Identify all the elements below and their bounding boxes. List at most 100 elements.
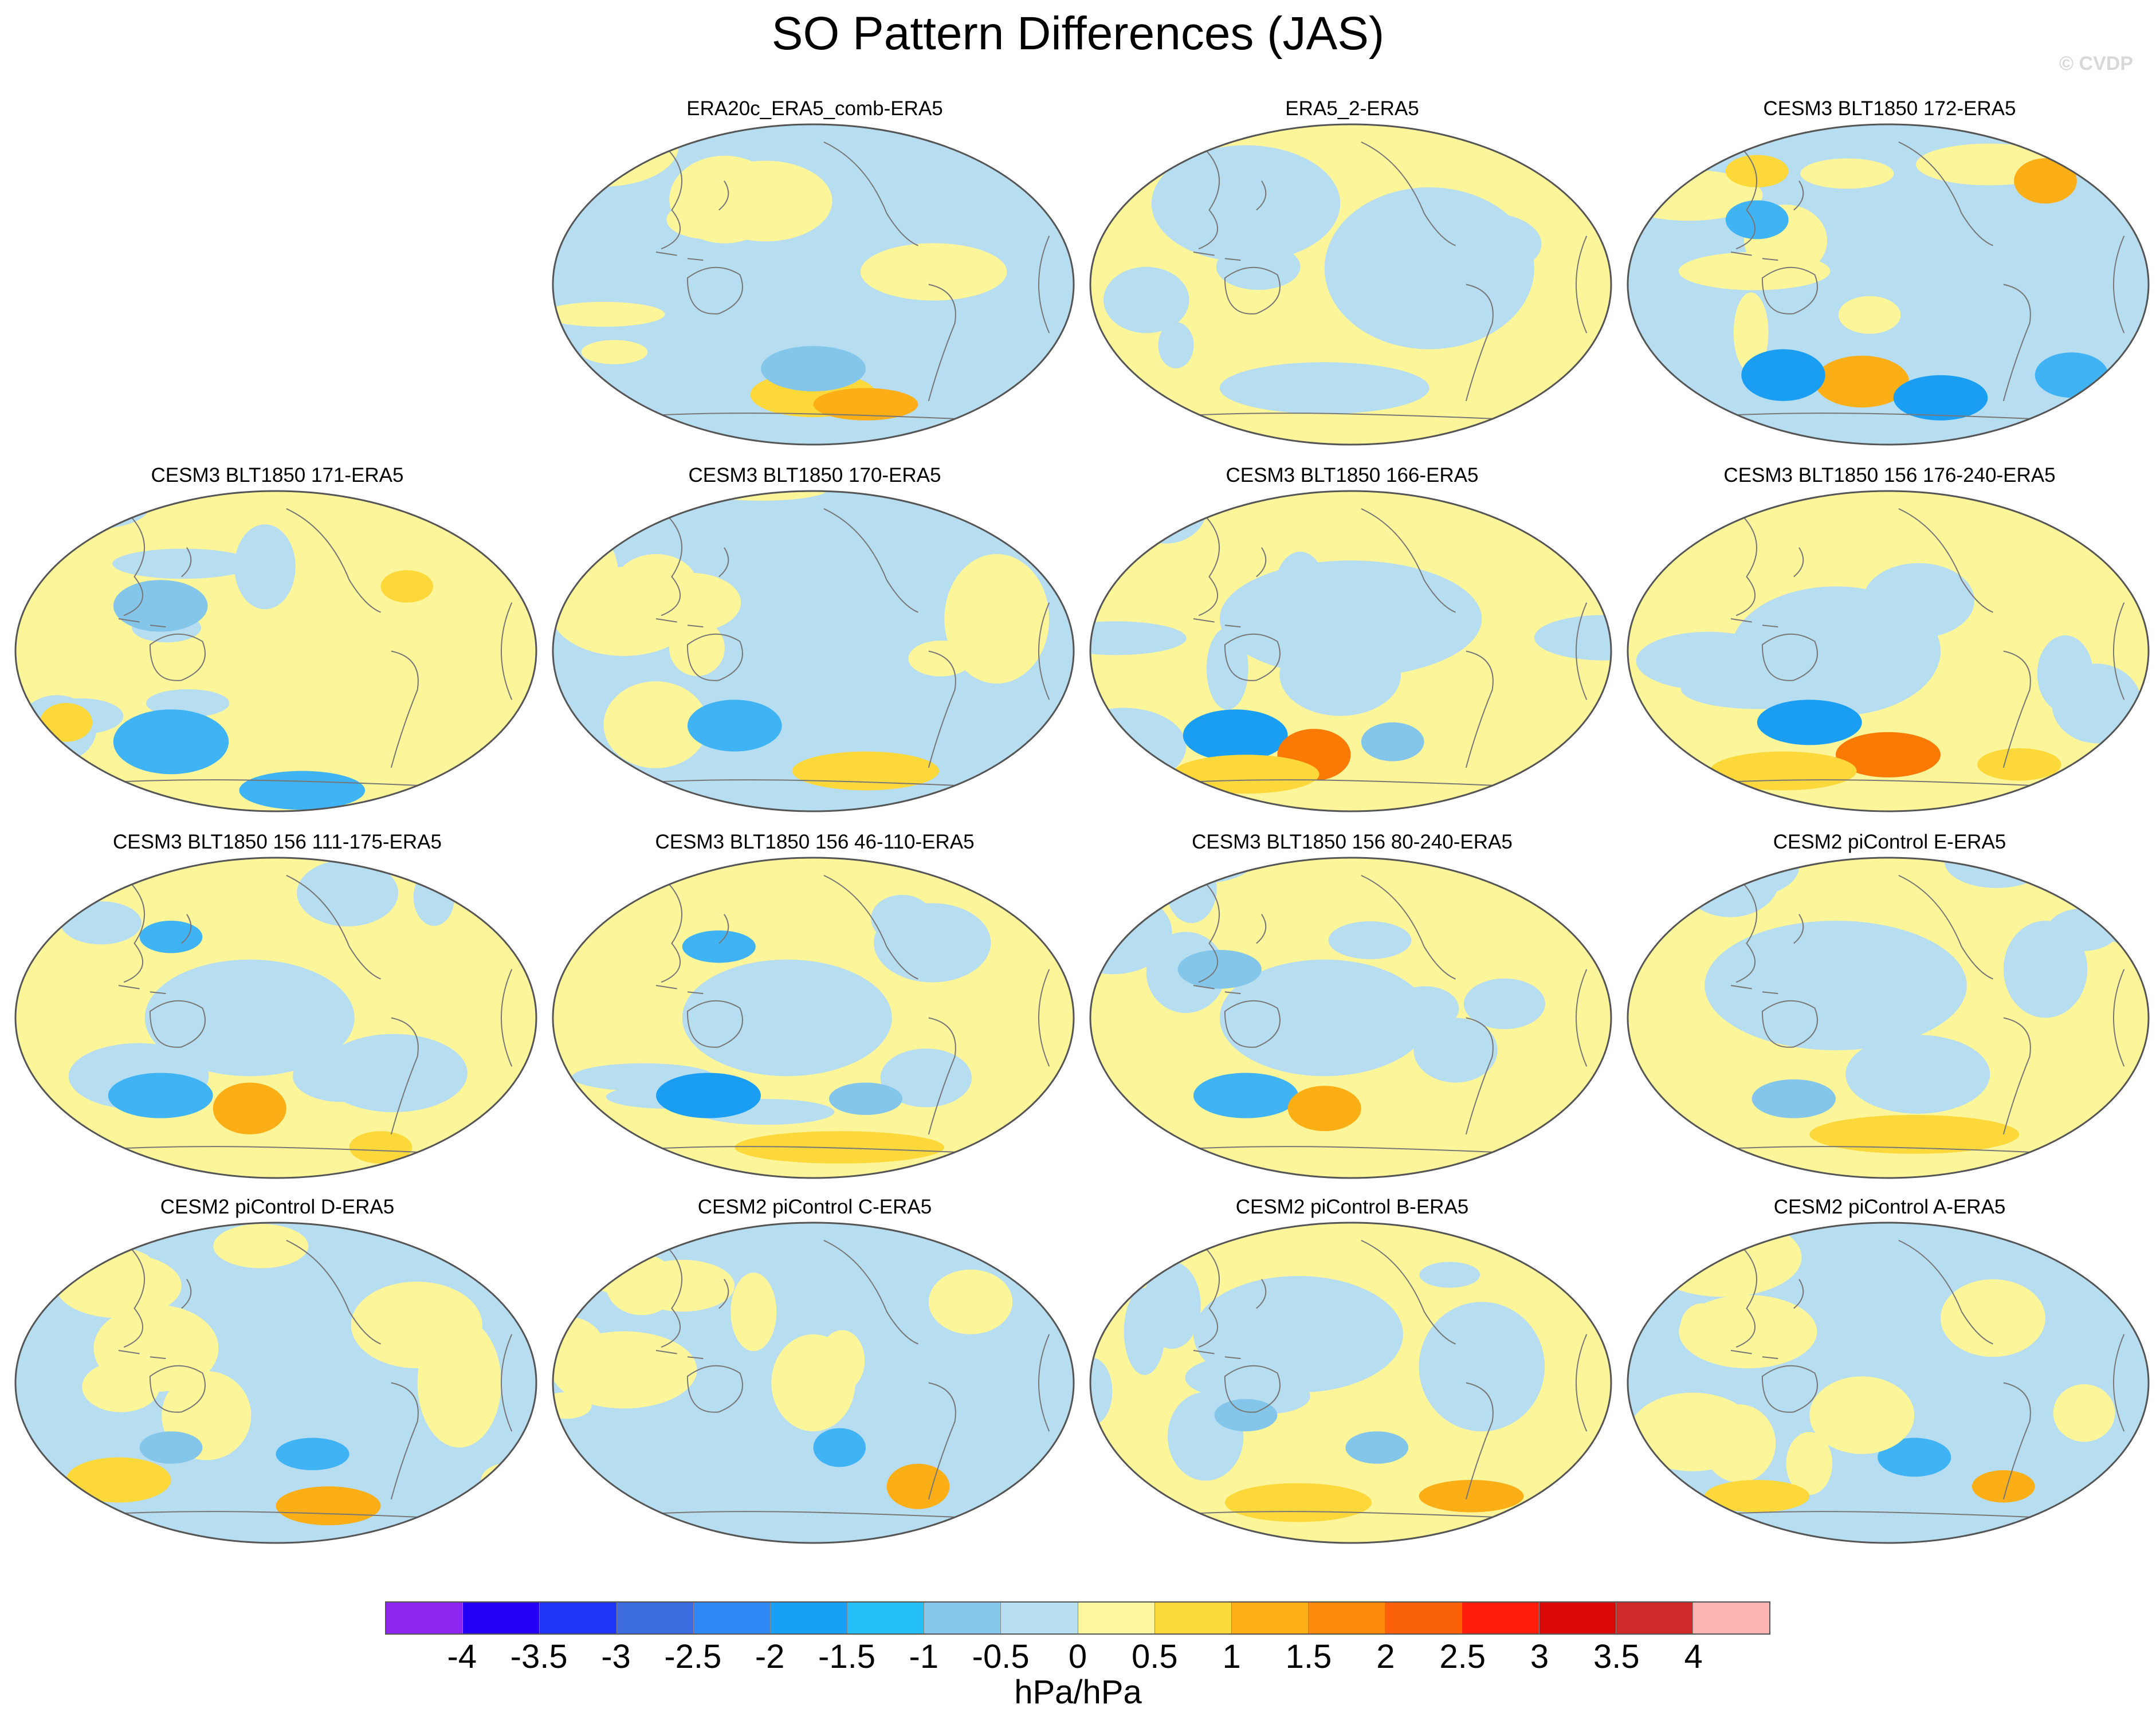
coastline <box>1730 618 1778 628</box>
map-outline <box>1627 490 2150 812</box>
coastline <box>181 1279 192 1309</box>
coastline <box>1793 180 1804 211</box>
coastline <box>686 266 743 315</box>
coastline <box>1898 874 1993 980</box>
anomaly-contour <box>682 959 892 1077</box>
anomaly-patch <box>1534 615 1611 661</box>
anomaly-contour <box>1324 187 1534 349</box>
map-outline <box>552 123 1075 446</box>
anomaly-patch <box>1733 292 1769 373</box>
coastline <box>655 138 683 250</box>
anomaly-contour <box>1751 1079 1836 1118</box>
colorbar-segment <box>1078 1603 1155 1633</box>
map-outline <box>14 1222 537 1544</box>
coastline <box>1224 633 1281 681</box>
coastline <box>1193 871 1220 983</box>
coastline <box>1038 602 1050 700</box>
panel-title: CESM3 BLT1850 171-ERA5 <box>151 464 404 486</box>
colorbar-segment <box>1231 1603 1309 1633</box>
coastline <box>1761 633 1818 681</box>
map-panel: CESM3 BLT1850 170-ERA5 <box>545 464 1084 819</box>
anomaly-patch <box>1838 296 1901 334</box>
anomaly-contour <box>761 345 866 391</box>
coastline <box>1193 252 1241 261</box>
anomaly-contour <box>1741 349 1825 401</box>
coastline <box>2002 1017 2031 1135</box>
coastline <box>500 1334 513 1432</box>
coastline <box>655 505 683 616</box>
panel-title: CESM2 piControl B-ERA5 <box>1235 1196 1469 1218</box>
coastline <box>1898 141 1993 246</box>
colorbar-tick-label: 1 <box>1222 1638 1241 1675</box>
anomaly-contour <box>1725 200 1789 239</box>
coastline <box>2112 602 2125 700</box>
anomaly-contour <box>139 1431 203 1464</box>
coastline <box>1730 1350 1778 1360</box>
anomaly-patch <box>1641 497 1678 539</box>
anomaly-contour <box>417 1318 501 1448</box>
anomaly-contour <box>113 709 229 775</box>
colorbar-tick-label: -4 <box>447 1638 477 1675</box>
coastline <box>1575 602 1588 700</box>
anomaly-patch <box>860 243 1007 301</box>
anomaly-contour <box>1419 1480 1524 1513</box>
anomaly-contour <box>1183 709 1288 761</box>
coastline <box>1730 985 1778 995</box>
anomaly-contour <box>1361 722 1424 761</box>
coastline <box>1193 618 1241 628</box>
map-outline <box>552 490 1075 812</box>
coastline <box>1575 235 1588 333</box>
colorbar-tick-label: -3 <box>601 1638 631 1675</box>
colorbar-segment <box>924 1603 1002 1633</box>
map-panel: CESM3 BLT1850 156 80-240-ERA5 <box>1083 831 1621 1186</box>
anomaly-patch <box>1166 858 1217 924</box>
map-panel: ERA5_2-ERA5 <box>1083 97 1621 453</box>
colorbar-segment <box>693 1603 771 1633</box>
world-map <box>1089 1222 1612 1544</box>
panel-title: CESM3 BLT1850 156 46-110-ERA5 <box>655 831 975 853</box>
anomaly-contour <box>666 200 751 239</box>
coastline <box>2112 969 2125 1067</box>
coastline <box>1361 1239 1456 1345</box>
coastline <box>928 1382 956 1500</box>
anomaly-contour <box>1219 560 1482 677</box>
coastline <box>1465 284 1494 402</box>
coastline <box>1761 266 1818 315</box>
anomaly-patch <box>297 859 399 926</box>
colorbar-tick-label: -3.5 <box>510 1638 568 1675</box>
coastline <box>1465 650 1494 768</box>
anomaly-contour <box>66 1457 171 1503</box>
map-panel: CESM3 BLT1850 172-ERA5 <box>1620 97 2156 453</box>
panel-title: ERA5_2-ERA5 <box>1285 97 1419 120</box>
panel-title: CESM2 piControl D-ERA5 <box>160 1196 395 1218</box>
anomaly-contour <box>2035 352 2108 398</box>
world-map <box>14 857 537 1179</box>
coastline <box>1793 1279 1804 1309</box>
anomaly-contour <box>1893 375 1988 421</box>
coastline <box>823 141 918 246</box>
anomaly-contour <box>1345 1431 1409 1464</box>
anomaly-contour <box>144 959 355 1077</box>
anomaly-contour <box>1977 748 2061 781</box>
coastline <box>823 508 918 613</box>
coastline <box>1575 969 1588 1067</box>
anomaly-patch <box>581 340 648 364</box>
coastline <box>1465 1017 1494 1135</box>
coastline <box>2002 1382 2031 1500</box>
anomaly-contour <box>113 580 208 632</box>
colorbar-tick-label: -2 <box>755 1638 785 1675</box>
colorbar-tick-label: -2.5 <box>664 1638 722 1675</box>
coastline <box>500 602 513 700</box>
coastline <box>1730 871 1758 983</box>
anomaly-patch <box>2052 663 2142 744</box>
coastline <box>2112 1334 2125 1432</box>
anomaly-contour <box>1177 949 1262 989</box>
anomaly-contour <box>813 1428 866 1467</box>
coastline <box>1038 969 1050 1067</box>
colorbar-segment <box>1309 1603 1386 1633</box>
coastline <box>1361 141 1456 246</box>
colorbar-tick-label: 1.5 <box>1285 1638 1332 1675</box>
anomaly-contour <box>349 1131 413 1164</box>
coastline <box>1038 1334 1050 1432</box>
anomaly-contour <box>1815 355 1910 408</box>
